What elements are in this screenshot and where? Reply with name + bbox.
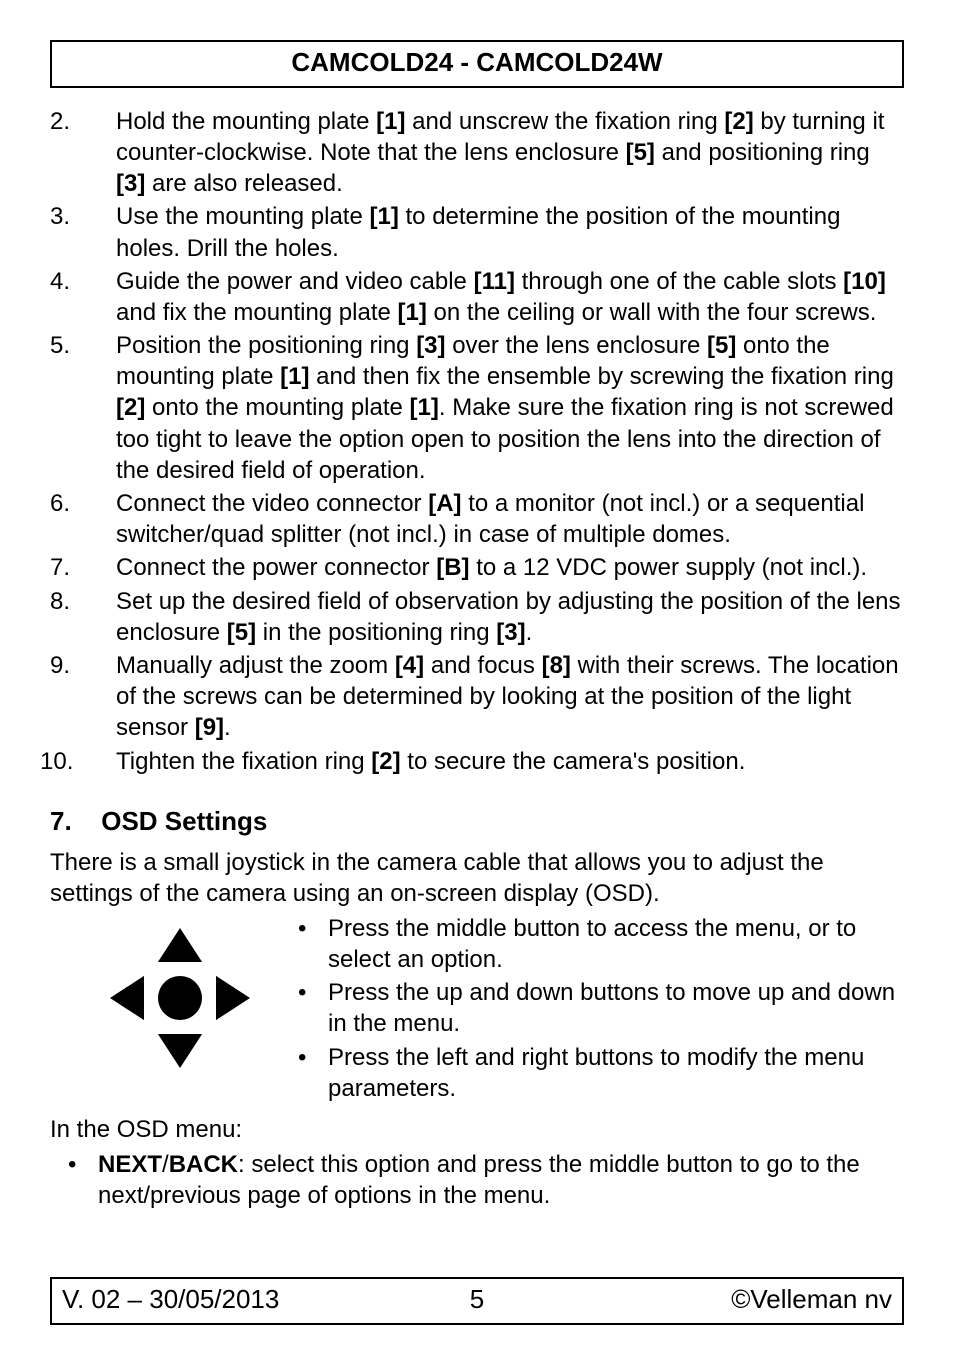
step-text: Set up the desired field of observation … <box>116 588 901 646</box>
step-text: Position the positioning ring [3] over t… <box>116 332 894 484</box>
section-7-heading: 7. OSD Settings <box>50 805 904 839</box>
page-footer: V. 02 – 30/05/2013 5 ©Velleman nv <box>50 1277 904 1325</box>
step-text: Use the mounting plate [1] to determine … <box>116 203 840 261</box>
footer-copyright: ©Velleman nv <box>731 1283 892 1317</box>
osd-bullet: Press the left and right buttons to modi… <box>308 1042 904 1104</box>
step-text: Hold the mounting plate [1] and unscrew … <box>116 108 884 197</box>
osd-bullet: Press the up and down buttons to move up… <box>308 977 904 1039</box>
step-10: 10.Tighten the fixation ring [2] to secu… <box>92 746 904 777</box>
osd-menu-list: NEXT/BACK: select this option and press … <box>50 1149 904 1211</box>
osd-menu-intro: In the OSD menu: <box>50 1114 904 1145</box>
step-text: Tighten the fixation ring [2] to secure … <box>116 748 745 775</box>
step-text: Connect the video connector [A] to a mon… <box>116 490 864 548</box>
step-5: 5.Position the positioning ring [3] over… <box>92 330 904 486</box>
joystick-icon <box>90 913 270 1083</box>
osd-bullet: Press the middle button to access the me… <box>308 913 904 975</box>
osd-menu-item: NEXT/BACK: select this option and press … <box>78 1149 904 1211</box>
instruction-list: 2.Hold the mounting plate [1] and unscre… <box>50 106 904 777</box>
step-text: Connect the power connector [B] to a 12 … <box>116 554 867 581</box>
step-6: 6.Connect the video connector [A] to a m… <box>92 488 904 550</box>
step-8: 8.Set up the desired field of observatio… <box>92 586 904 648</box>
osd-row: Press the middle button to access the me… <box>50 913 904 1106</box>
section-7-intro: There is a small joystick in the camera … <box>50 847 904 909</box>
section-title: OSD Settings <box>101 806 267 836</box>
step-9: 9.Manually adjust the zoom [4] and focus… <box>92 650 904 744</box>
header-title: CAMCOLD24 - CAMCOLD24W <box>291 47 662 77</box>
step-text: Manually adjust the zoom [4] and focus [… <box>116 652 899 741</box>
footer-version: V. 02 – 30/05/2013 <box>62 1283 279 1317</box>
osd-controls-list: Press the middle button to access the me… <box>280 913 904 1106</box>
step-text: Guide the power and video cable [11] thr… <box>116 268 886 326</box>
page-header: CAMCOLD24 - CAMCOLD24W <box>50 40 904 88</box>
step-3: 3.Use the mounting plate [1] to determin… <box>92 201 904 263</box>
step-4: 4.Guide the power and video cable [11] t… <box>92 266 904 328</box>
step-2: 2.Hold the mounting plate [1] and unscre… <box>92 106 904 200</box>
section-number: 7. <box>50 805 94 839</box>
step-7: 7.Connect the power connector [B] to a 1… <box>92 552 904 583</box>
